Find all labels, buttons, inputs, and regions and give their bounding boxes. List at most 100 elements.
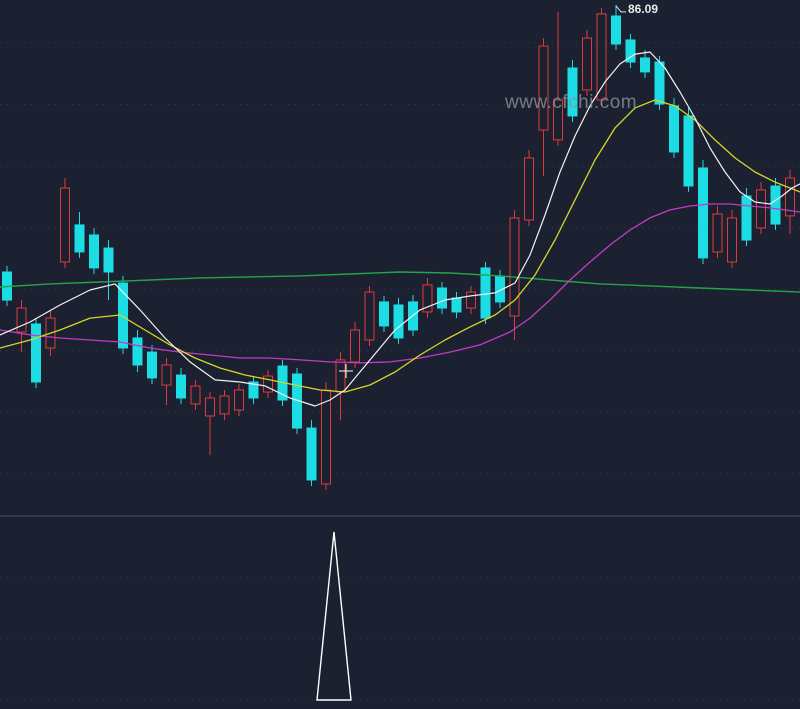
candle[interactable] — [625, 34, 636, 68]
candle-body — [669, 105, 679, 153]
candle-body — [756, 189, 766, 229]
candle-body — [393, 304, 404, 339]
candle[interactable] — [770, 177, 781, 231]
candle[interactable] — [538, 38, 549, 176]
watermark: www.cfchi.com — [505, 92, 638, 113]
candle[interactable] — [205, 392, 215, 455]
candle[interactable] — [640, 49, 650, 79]
candle-body — [567, 67, 578, 117]
candle-body — [132, 337, 143, 366]
candle-body — [683, 115, 694, 187]
candle-body — [741, 195, 752, 241]
candle-body — [31, 323, 41, 383]
candle[interactable] — [393, 298, 404, 344]
candle-body — [263, 375, 273, 393]
candle[interactable] — [509, 209, 520, 340]
candle-body — [89, 234, 99, 269]
candle-body — [205, 397, 215, 417]
candle-body — [234, 389, 244, 411]
candle[interactable] — [379, 295, 389, 333]
candle-body — [596, 13, 607, 101]
candle[interactable] — [524, 149, 534, 226]
candle-body — [640, 57, 650, 73]
candle[interactable] — [321, 381, 331, 490]
candle[interactable] — [451, 292, 462, 319]
candle-body — [335, 359, 346, 393]
candle[interactable] — [263, 369, 273, 398]
candle[interactable] — [292, 368, 302, 435]
candle[interactable] — [103, 240, 114, 301]
candle[interactable] — [161, 358, 172, 405]
candle[interactable] — [437, 282, 447, 314]
high-price-label: 86.09 — [628, 2, 659, 16]
candle[interactable] — [234, 384, 244, 416]
candle-body — [321, 389, 331, 485]
candle[interactable] — [727, 209, 737, 268]
candles — [2, 4, 795, 490]
candle-body — [538, 45, 549, 131]
candle[interactable] — [582, 29, 592, 97]
candle[interactable] — [31, 318, 41, 388]
candle-body — [422, 284, 433, 313]
candle[interactable] — [756, 181, 766, 234]
ma-line-ma10 — [0, 99, 800, 393]
signal-spike — [316, 531, 352, 701]
candle-body — [219, 395, 230, 415]
candle[interactable] — [132, 329, 143, 372]
candle-body — [248, 381, 259, 399]
candle-body — [292, 373, 302, 429]
candle[interactable] — [74, 211, 85, 258]
candle[interactable] — [147, 344, 157, 385]
candle[interactable] — [611, 4, 621, 50]
candle[interactable] — [698, 159, 708, 265]
candle[interactable] — [712, 206, 723, 258]
candle[interactable] — [683, 107, 694, 192]
candle-body — [350, 329, 360, 363]
candle-body — [16, 307, 27, 333]
candle[interactable] — [176, 368, 186, 404]
candle[interactable] — [422, 277, 433, 319]
candle[interactable] — [466, 285, 476, 314]
candle-body — [74, 224, 85, 253]
ma-lines — [0, 51, 800, 407]
candle-body — [770, 185, 781, 225]
candle-body — [466, 291, 476, 309]
crosshair-marker — [339, 364, 353, 378]
gridlines — [0, 42, 800, 701]
candle[interactable] — [785, 170, 795, 234]
high-label-leader — [615, 5, 626, 13]
candle-body — [582, 37, 592, 91]
candle-body — [147, 351, 157, 379]
candle[interactable] — [364, 285, 375, 346]
candle[interactable] — [596, 7, 607, 106]
candle[interactable] — [553, 12, 563, 147]
candle[interactable] — [89, 227, 99, 275]
candle-body — [509, 217, 520, 317]
candle-body — [785, 177, 795, 217]
candle[interactable] — [219, 389, 230, 421]
candle[interactable] — [248, 376, 259, 404]
ma-line-ma60 — [0, 271, 800, 293]
candle-body — [103, 247, 114, 273]
candle-body — [698, 167, 708, 259]
candle-body — [161, 364, 172, 386]
candle-body — [654, 61, 665, 105]
candle-body — [712, 213, 723, 253]
candle[interactable] — [306, 420, 317, 487]
candle[interactable] — [567, 60, 578, 123]
candle-body — [379, 301, 389, 327]
candle[interactable] — [350, 321, 360, 369]
candle[interactable] — [60, 177, 70, 268]
candle[interactable] — [190, 379, 201, 411]
candle-body — [364, 291, 375, 341]
candle-body — [60, 187, 70, 263]
ma-line-ma20 — [0, 203, 800, 364]
candle-body — [190, 385, 201, 405]
candle[interactable] — [480, 261, 491, 325]
candle-body — [524, 157, 534, 221]
candle-body — [437, 287, 447, 309]
candle-body — [553, 99, 563, 141]
candle-body — [451, 297, 462, 313]
